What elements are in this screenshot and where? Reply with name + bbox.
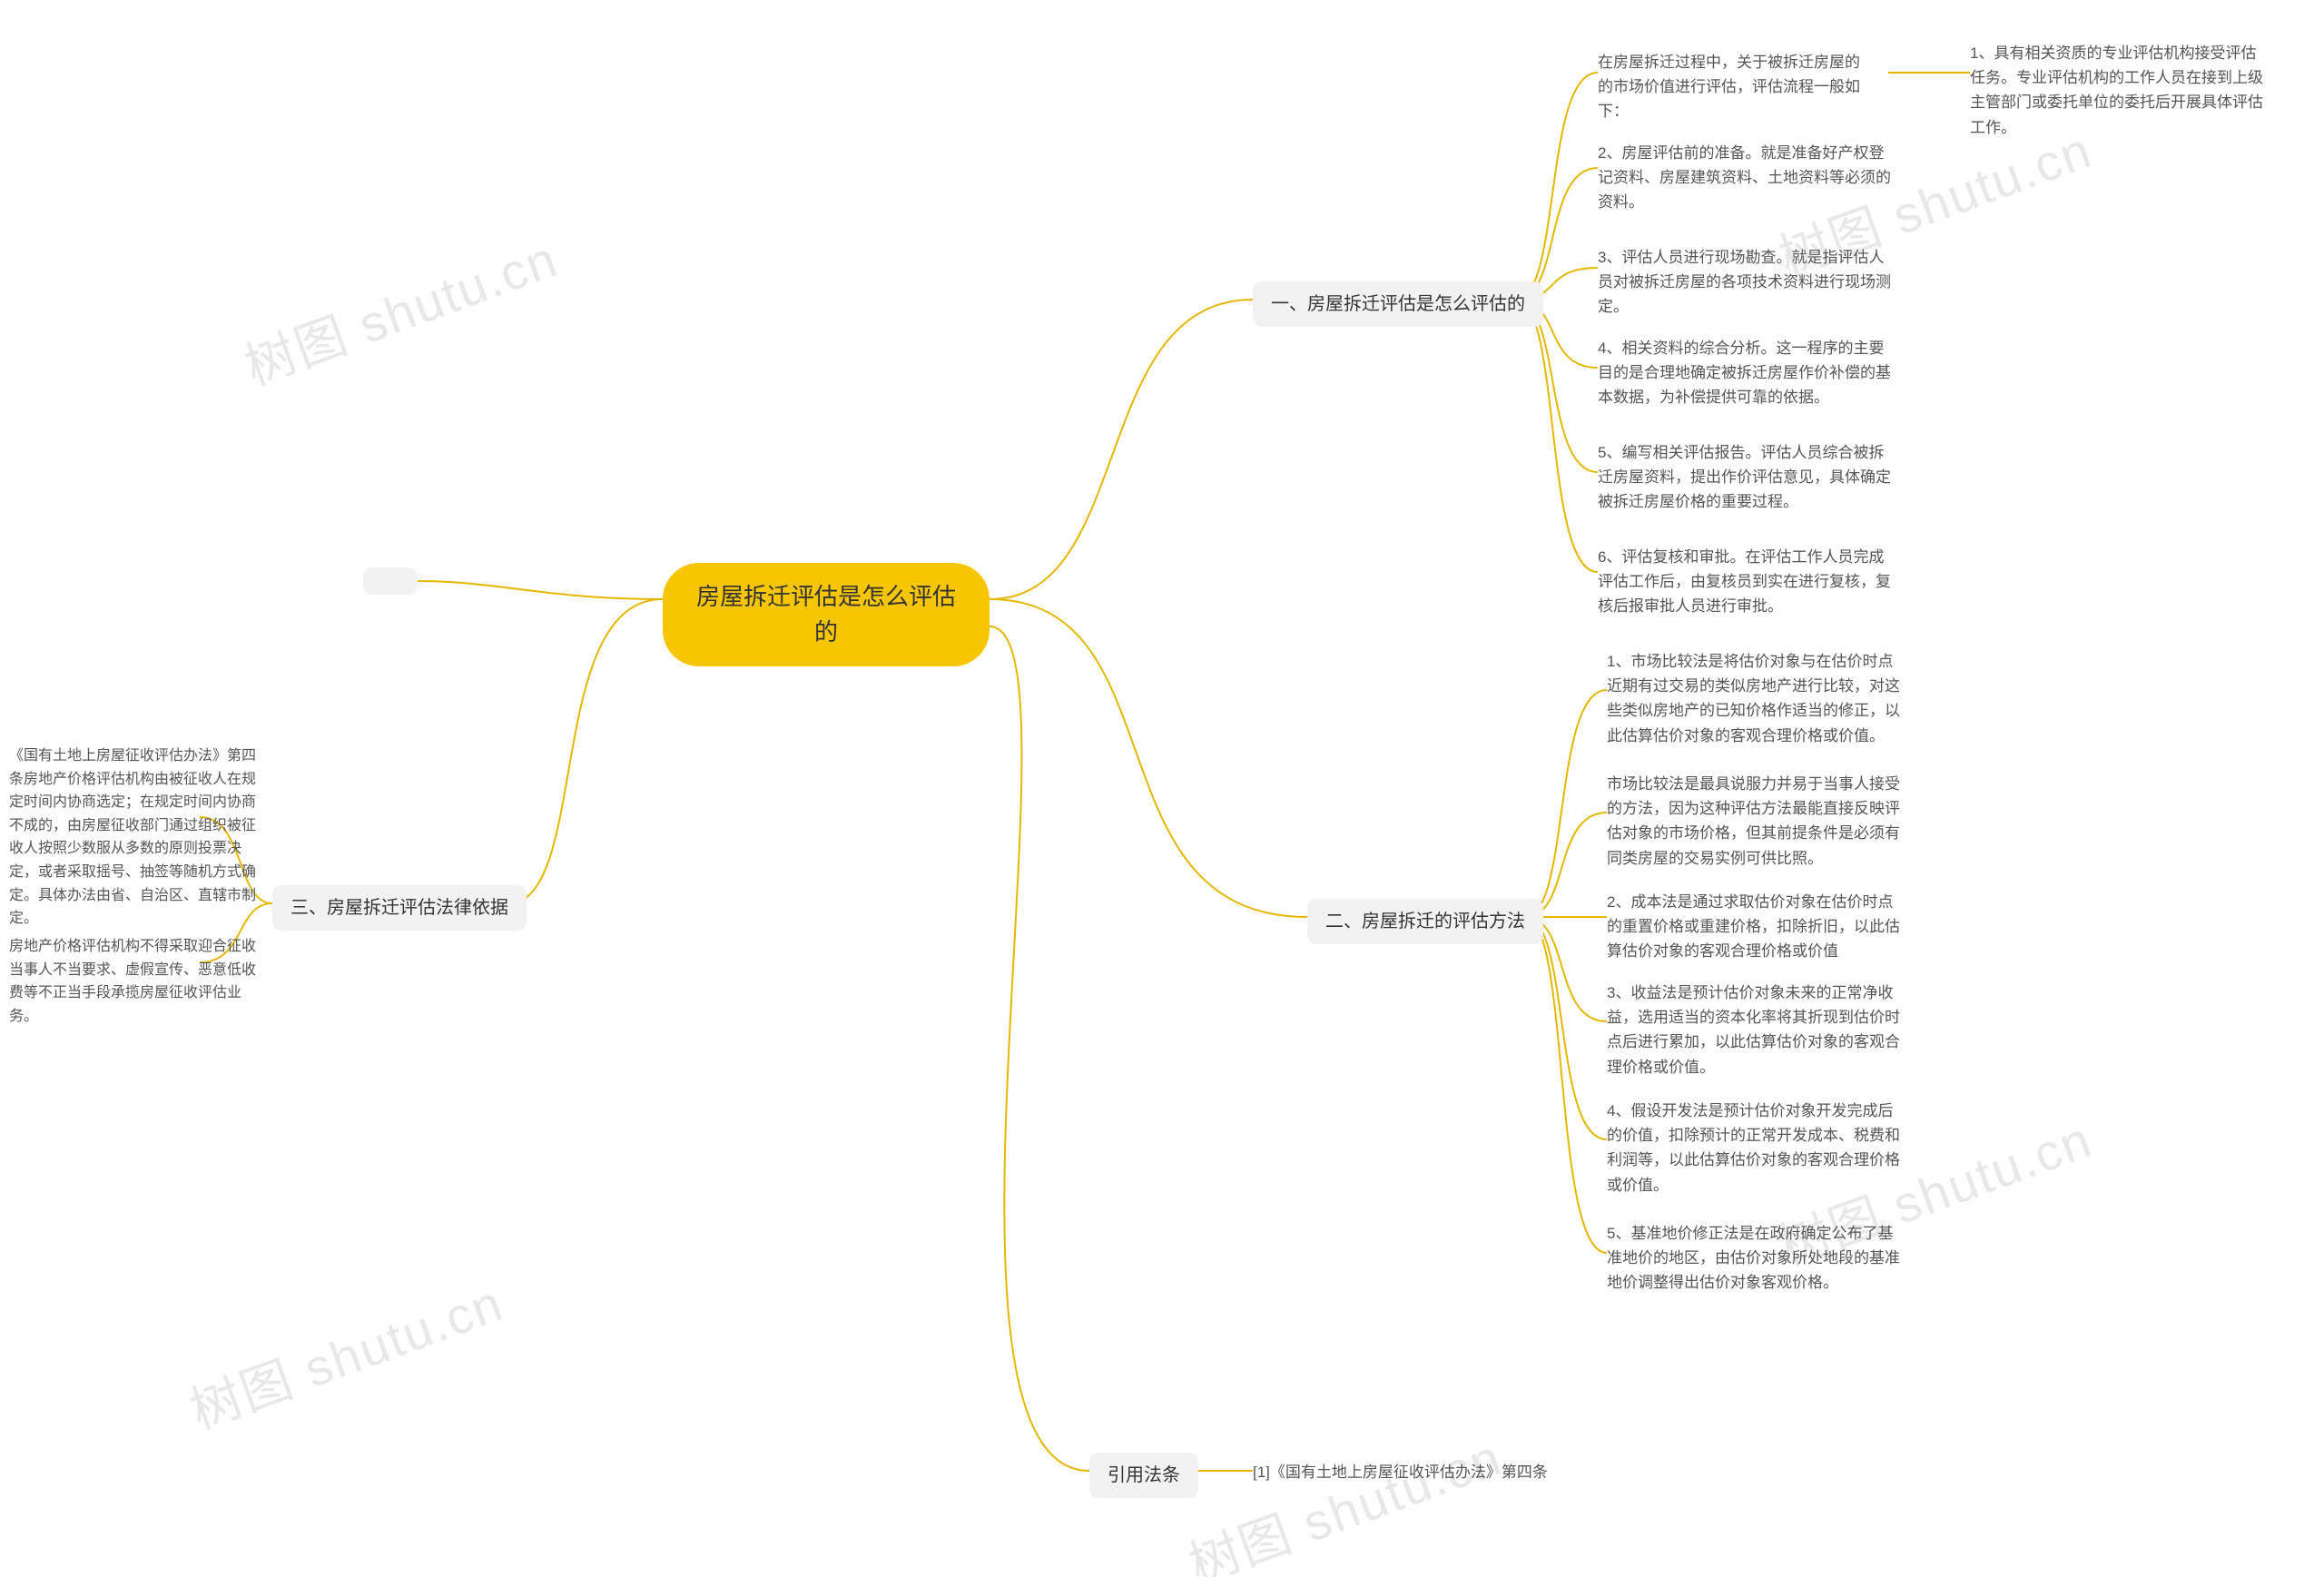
branch-1-item-4: 4、相关资料的综合分析。这一程序的主要目的是合理地确定被拆迁房屋作价补偿的基本数… xyxy=(1598,336,1897,410)
branch-4-item-1: [1]《国有土地上房屋征收评估办法》第四条 xyxy=(1253,1460,1616,1484)
branch-2-note-1: 市场比较法是最具说服力并易于当事人接受的方法，因为这种评估方法最能直接反映评估对… xyxy=(1607,772,1906,871)
branch-3-item-1: 《国有土地上房屋征收评估办法》第四条房地产价格评估机构由被征收人在规定时间内协商… xyxy=(9,744,263,931)
branch-2-item-1: 1、市场比较法是将估价对象与在估价时点近期有过交易的类似房地产进行比较，对这些类… xyxy=(1607,649,1906,748)
watermark: 树图 shutu.cn xyxy=(179,1263,512,1444)
root-node[interactable]: 房屋拆迁评估是怎么评估的 xyxy=(663,563,990,666)
branch-3-label: 三、房屋拆迁评估法律依据 xyxy=(290,898,508,918)
branch-2[interactable]: 二、房屋拆迁的评估方法 xyxy=(1307,899,1543,944)
branch-1-item-5: 5、编写相关评估报告。评估人员综合被拆迁房屋资料，提出作价评估意见，具体确定被拆… xyxy=(1598,440,1897,515)
root-title: 房屋拆迁评估是怎么评估的 xyxy=(696,583,956,646)
branch-1[interactable]: 一、房屋拆迁评估是怎么评估的 xyxy=(1253,281,1543,327)
branch-2-item-2: 2、成本法是通过求取估价对象在估价时点的重置价格或重建价格，扣除折旧，以此估算估… xyxy=(1607,890,1906,964)
branch-1-item-3: 3、评估人员进行现场勘查。就是指评估人员对被拆迁房屋的各项技术资料进行现场测定。 xyxy=(1598,245,1897,320)
branch-1-label: 一、房屋拆迁评估是怎么评估的 xyxy=(1271,294,1525,314)
branch-1-item-2: 2、房屋评估前的准备。就是准备好产权登记资料、房屋建筑资料、土地资料等必须的资料… xyxy=(1598,141,1897,215)
branch-4[interactable]: 引用法条 xyxy=(1089,1453,1198,1498)
branch-1-intro: 在房屋拆迁过程中，关于被拆迁房屋的的市场价值进行评估，评估流程一般如下： xyxy=(1598,50,1870,124)
branch-3-item-2: 房地产价格评估机构不得采取迎合征收当事人不当要求、虚假宣传、恶意低收费等不正当手… xyxy=(9,935,263,1028)
branch-4-label: 引用法条 xyxy=(1108,1465,1180,1485)
branch-1-item-6: 6、评估复核和审批。在评估工作人员完成评估工作后，由复核员到实在进行复核，复核后… xyxy=(1598,545,1897,619)
branch-2-item-5: 5、基准地价修正法是在政府确定公布了基准地价的地区，由估价对象所处地段的基准地价… xyxy=(1607,1221,1906,1296)
watermark: 树图 shutu.cn xyxy=(1177,1417,1511,1577)
branch-2-item-3: 3、收益法是预计估价对象未来的正常净收益，选用适当的资本化率将其折现到估价时点后… xyxy=(1607,981,1906,1079)
branch-2-item-4: 4、假设开发法是预计估价对象开发完成后的价值，扣除预计的正常开发成本、税费和利润… xyxy=(1607,1099,1906,1198)
empty-node[interactable] xyxy=(363,567,418,595)
branch-1-item-1: 1、具有相关资质的专业评估机构接受评估任务。专业评估机构的工作人员在接到上级主管… xyxy=(1970,41,2270,140)
branch-3[interactable]: 三、房屋拆迁评估法律依据 xyxy=(272,885,527,931)
mindmap-connectors xyxy=(0,0,2324,1577)
watermark: 树图 shutu.cn xyxy=(233,219,566,400)
branch-2-label: 二、房屋拆迁的评估方法 xyxy=(1325,912,1525,931)
